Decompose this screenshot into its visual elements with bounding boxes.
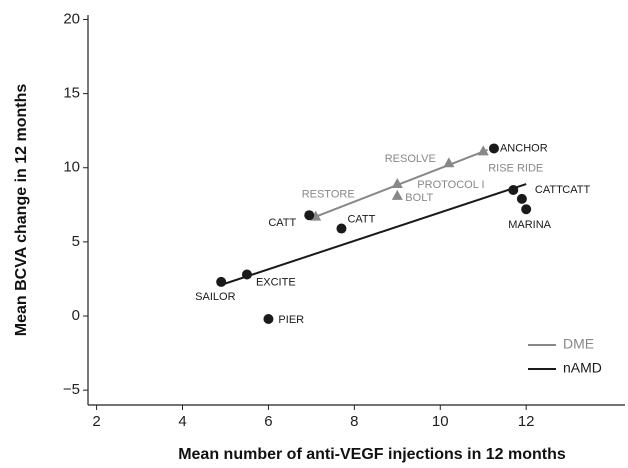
y-axis-label: Mean BCVA change in 12 months	[13, 84, 30, 337]
point	[391, 178, 403, 189]
point-label: MARINA	[508, 219, 551, 231]
point-label: CATT	[268, 217, 296, 229]
point-label: EXCITE	[256, 276, 296, 288]
trend-line	[220, 183, 527, 286]
trend-line	[315, 149, 488, 218]
point-label: ANCHOR	[500, 142, 548, 154]
point-label: RESTORE	[302, 189, 355, 201]
point-label: CATT	[535, 184, 563, 196]
point	[488, 143, 499, 154]
point-label: RISE RIDE	[488, 162, 543, 174]
point-label: SAILOR	[195, 291, 235, 303]
y-tick-label: 15	[63, 85, 80, 102]
point	[336, 223, 347, 234]
point	[304, 210, 315, 221]
point-label: PROTOCOL I	[417, 179, 484, 191]
point	[391, 189, 403, 200]
legend-label: nAMD	[563, 360, 602, 376]
point	[443, 157, 455, 168]
x-axis-label: Mean number of anti-VEGF injections in 1…	[178, 446, 566, 463]
point	[216, 276, 227, 287]
point-label: RESOLVE	[385, 153, 436, 165]
y-tick-label: 10	[63, 159, 80, 176]
x-tick-label: 10	[432, 413, 449, 430]
x-tick-label: 6	[264, 413, 272, 430]
point	[263, 313, 274, 324]
point-label: CATT	[562, 184, 590, 196]
y-tick-label: −5	[63, 381, 80, 398]
point-label: PIER	[278, 314, 304, 326]
point	[516, 193, 527, 204]
point-label: BOLT	[405, 192, 433, 204]
y-tick-label: 5	[72, 233, 80, 250]
point	[477, 145, 489, 156]
y-tick-label: 0	[72, 307, 80, 324]
point	[241, 269, 252, 280]
x-tick-label: 8	[350, 413, 358, 430]
point-label: CATT	[347, 213, 375, 225]
point	[508, 184, 519, 195]
x-tick-label: 4	[178, 413, 186, 430]
point	[521, 204, 532, 215]
x-tick-label: 12	[518, 413, 535, 430]
x-tick-label: 2	[92, 413, 100, 430]
y-tick-label: 20	[63, 10, 80, 27]
legend-label: DME	[563, 336, 594, 352]
